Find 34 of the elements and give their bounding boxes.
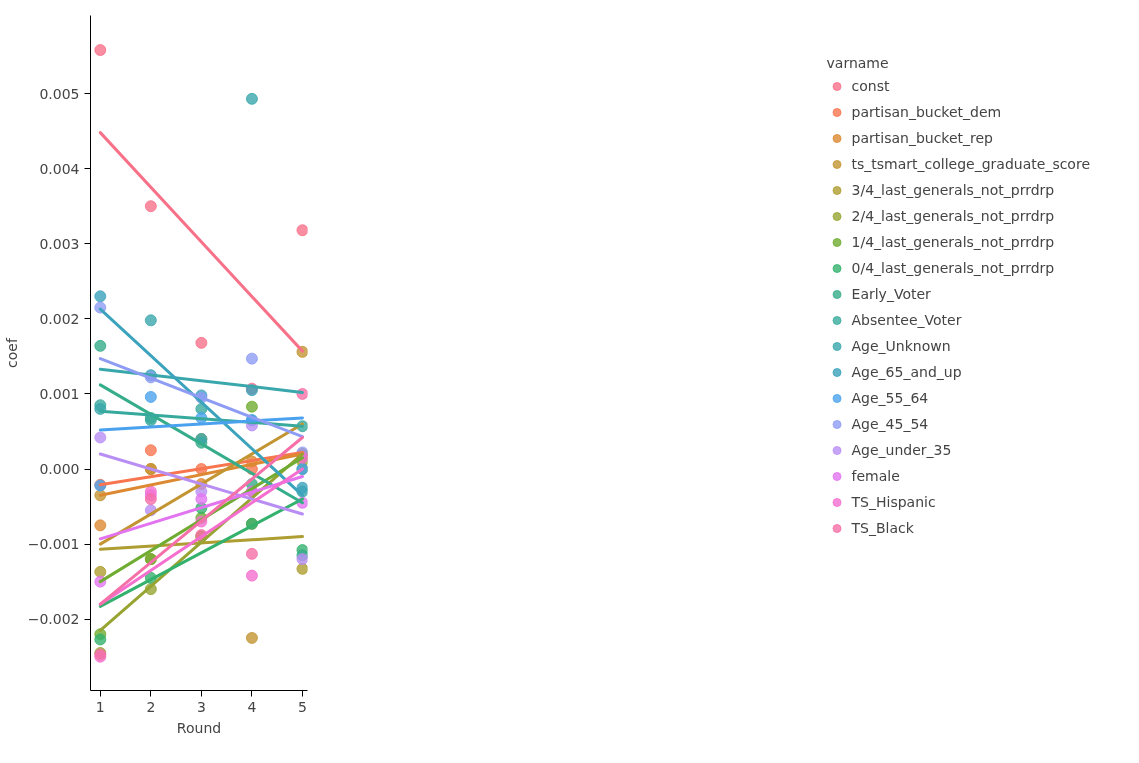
- y-tick-label: 0.004: [39, 160, 80, 177]
- y-tick-label: 0.001: [39, 385, 80, 402]
- legend-label: Early_Voter: [851, 285, 931, 304]
- legend-title: varname: [826, 55, 890, 71]
- legend-label: partisan_bucket_rep: [851, 129, 993, 148]
- y-axis-title: coef: [3, 337, 20, 368]
- x-tick-label: 4: [247, 698, 257, 715]
- y-tick-label: 0.003: [39, 235, 80, 252]
- y-tick-label: 0.000: [39, 461, 80, 477]
- legend-label: Age_65_and_up: [851, 363, 962, 382]
- legend-label: Age_55_64: [851, 389, 929, 408]
- legend-label: ts_tsmart_college_graduate_score: [851, 155, 1090, 174]
- legend-label: 2/4_last_generals_not_prrdrp: [851, 207, 1055, 226]
- x-tick-label: 1: [95, 698, 105, 715]
- legend-label: Age_Unknown: [851, 337, 951, 356]
- legend-label: Absentee_Voter: [851, 311, 962, 330]
- legend-label: Age_45_54: [851, 415, 929, 434]
- x-tick-label: 2: [146, 698, 156, 715]
- x-tick-label: 3: [196, 698, 206, 715]
- legend-label: 3/4_last_generals_not_prrdrp: [851, 181, 1055, 200]
- legend-label: TS_Hispanic: [851, 493, 936, 512]
- legend-label: female: [851, 467, 900, 486]
- legend-label: TS_Black: [851, 519, 914, 538]
- y-tick-label: 0.002: [39, 310, 80, 327]
- x-axis-title: Round: [176, 719, 222, 736]
- legend-label: 1/4_last_generals_not_prrdrp: [851, 233, 1055, 252]
- y-tick-label: −0.002: [27, 611, 80, 628]
- legend-label: partisan_bucket_dem: [851, 103, 1002, 122]
- y-tick-label: −0.001: [27, 536, 80, 553]
- legend-label: const: [851, 77, 890, 96]
- legend-label: Age_under_35: [851, 441, 952, 460]
- y-tick-label: 0.005: [39, 85, 80, 102]
- legend-label: 0/4_last_generals_not_prrdrp: [851, 259, 1055, 278]
- x-tick-label: 5: [297, 698, 307, 715]
